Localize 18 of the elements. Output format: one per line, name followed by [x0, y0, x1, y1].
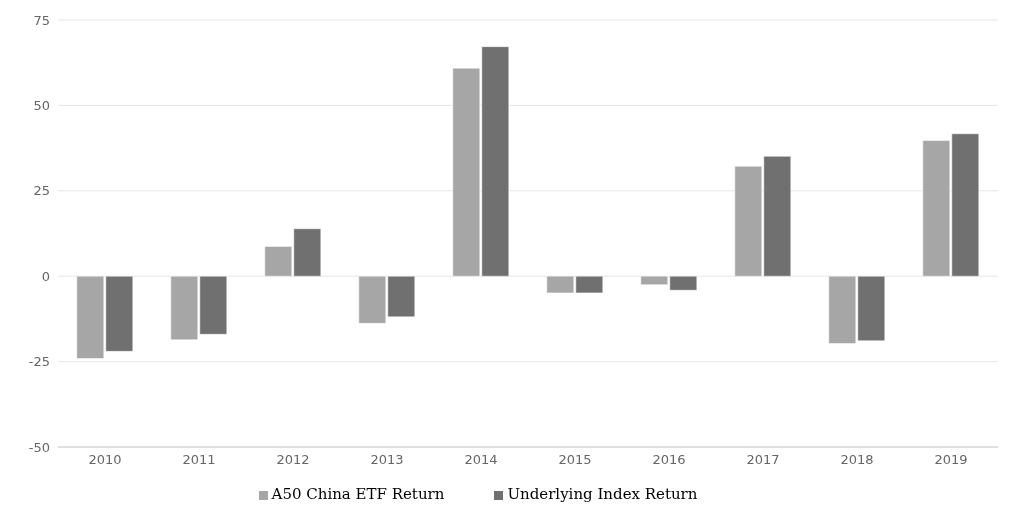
- y-tick-label: 50: [33, 98, 50, 114]
- x-tick-label: 2017: [746, 452, 780, 468]
- x-tick-label: 2010: [88, 452, 122, 468]
- legend-label: A50 China ETF Return: [271, 485, 445, 503]
- x-tick-label: 2018: [840, 452, 874, 468]
- y-tick-label: -25: [28, 354, 50, 370]
- x-tick-label: 2019: [934, 452, 968, 468]
- legend-label: Underlying Index Return: [507, 485, 698, 503]
- y-tick-label: -50: [28, 439, 50, 455]
- y-tick-label: 25: [33, 183, 50, 199]
- y-tick-label: 75: [33, 12, 50, 28]
- x-tick-label: 2016: [652, 452, 686, 468]
- x-tick-label: 2014: [464, 452, 498, 468]
- x-tick-label: 2013: [370, 452, 404, 468]
- x-tick-label: 2011: [182, 452, 216, 468]
- x-tick-label: 2012: [276, 452, 310, 468]
- x-tick-label: 2015: [558, 452, 592, 468]
- y-tick-label: 0: [41, 268, 50, 284]
